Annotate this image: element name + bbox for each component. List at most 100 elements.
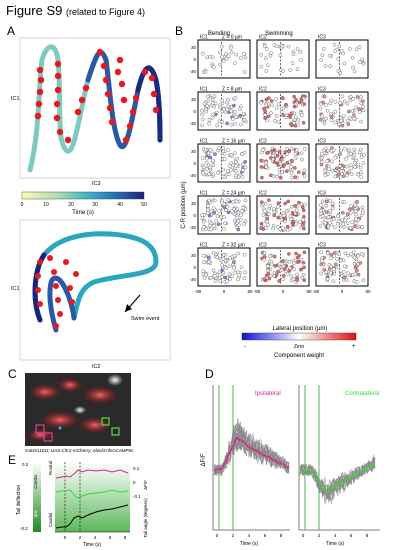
neuron <box>266 271 271 276</box>
neuron <box>232 110 237 114</box>
b-ytick: 30 <box>191 97 197 102</box>
b-ytick: 0 <box>193 161 196 166</box>
neuron <box>261 213 266 217</box>
neuron <box>332 267 336 272</box>
neuron <box>220 55 224 59</box>
neuron <box>221 59 226 63</box>
neuron <box>226 54 231 58</box>
neuron <box>295 272 299 277</box>
neuron <box>222 152 227 156</box>
neuron <box>329 256 333 260</box>
neuron <box>323 64 328 68</box>
neuron <box>226 104 230 109</box>
neuron <box>325 277 330 281</box>
ic-label: IC2 <box>259 243 267 249</box>
neuron <box>338 101 342 105</box>
neuron <box>209 221 214 226</box>
neuron <box>330 168 335 173</box>
neuron <box>206 98 211 103</box>
neuron <box>320 53 325 57</box>
neuron <box>216 171 220 175</box>
z-depth-label: Z = 32 µm <box>222 243 245 249</box>
neuron <box>209 209 214 214</box>
neuron <box>206 211 210 215</box>
a-bottom-ylabel: IC1 <box>11 286 20 292</box>
neuron <box>225 121 229 126</box>
trial-trace <box>299 460 376 503</box>
neuron <box>212 224 217 228</box>
neuron <box>237 223 241 227</box>
roi-magenta-2 <box>43 432 53 442</box>
neuron <box>223 157 227 161</box>
neuron <box>294 251 298 256</box>
neuron <box>361 105 365 109</box>
neuron <box>236 251 241 256</box>
b-xtick: 80 <box>365 289 371 294</box>
neuron <box>297 253 301 258</box>
neuron <box>289 204 294 209</box>
figure-title: Figure S9 (related to Figure 4) <box>6 3 145 18</box>
neuron <box>265 47 269 51</box>
e-xtick-2: 2 <box>79 535 82 540</box>
neuron <box>299 151 304 156</box>
neuron <box>293 152 298 156</box>
neuron <box>328 53 332 58</box>
neuron <box>211 163 216 168</box>
trial-trace <box>213 425 290 476</box>
neuron <box>328 198 332 203</box>
neuron <box>288 214 293 218</box>
neuron <box>295 260 300 264</box>
neuron <box>201 165 206 169</box>
neuron <box>335 257 340 261</box>
neuron <box>299 99 304 103</box>
neuron <box>236 270 240 275</box>
neuron <box>359 175 363 179</box>
panel-letter-a: A <box>7 24 16 38</box>
neuron <box>288 68 292 72</box>
neuron <box>281 213 286 218</box>
neuron <box>345 101 350 106</box>
neuron <box>302 278 307 282</box>
neuron <box>297 200 301 205</box>
neuron <box>350 55 355 60</box>
neuron <box>228 277 232 281</box>
neuron <box>207 118 212 122</box>
neuron <box>349 152 353 156</box>
panel-letter-e: E <box>8 453 17 467</box>
neuron <box>224 266 228 270</box>
neuron <box>220 174 225 179</box>
neuron <box>339 118 343 123</box>
neuron <box>353 209 358 213</box>
ic-label: IC3 <box>318 87 326 93</box>
neuron <box>339 258 343 263</box>
neuron <box>276 201 281 206</box>
neuron <box>273 264 277 268</box>
neuron <box>349 166 353 170</box>
neuron <box>328 208 332 213</box>
neuron <box>348 226 353 230</box>
neuron <box>234 173 238 178</box>
neuron <box>263 116 268 120</box>
b-ytick: 0 <box>193 109 196 114</box>
neuron <box>241 168 245 172</box>
z-depth-label: Z = 0 µm <box>222 35 242 41</box>
e-ipsi: Ipsi <box>33 510 38 517</box>
neuron <box>347 109 351 114</box>
neuron <box>212 198 217 203</box>
neuron <box>242 222 246 226</box>
neuron <box>291 220 296 224</box>
neuron <box>319 58 324 62</box>
a-top-ylabel: IC1 <box>11 96 20 102</box>
b-ytick: 0 <box>193 57 196 62</box>
neuron <box>292 267 296 272</box>
neuron <box>295 47 300 51</box>
d-ipsi-plot <box>212 385 290 531</box>
neuron <box>299 58 303 62</box>
neuron <box>279 110 284 114</box>
neuron <box>282 163 286 168</box>
panel-c-caption: Gal4s1101t; UAS:Chr2-mCherry; elavl3:nls… <box>25 448 134 453</box>
neuron <box>267 206 271 211</box>
trial-trace <box>299 454 376 502</box>
neuron <box>277 261 282 266</box>
neuron <box>329 264 333 269</box>
